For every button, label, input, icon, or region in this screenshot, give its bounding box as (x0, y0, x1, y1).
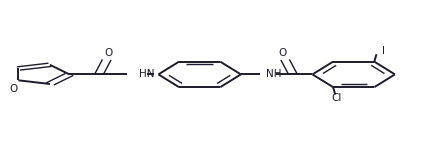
Text: O: O (9, 84, 17, 94)
Text: Cl: Cl (332, 93, 342, 103)
Text: I: I (382, 46, 385, 56)
Text: HN: HN (139, 69, 155, 79)
Text: O: O (279, 48, 287, 58)
Text: O: O (105, 48, 113, 58)
Text: NH: NH (266, 69, 281, 79)
